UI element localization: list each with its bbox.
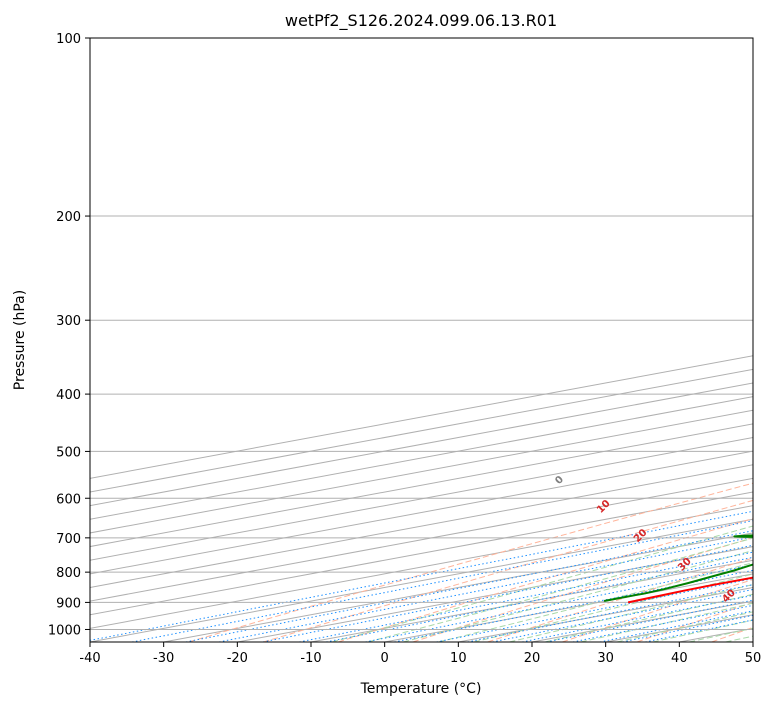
y-tick-label: 600 [56,492,81,507]
isotherm-line [90,436,753,561]
plot-frame [89,37,754,643]
y-axis-label: Pressure (hPa) [12,290,28,390]
x-tick-label: -40 [79,651,100,666]
mixing-ratio-line [90,510,753,641]
y-tick-label: 800 [56,566,81,581]
moist-adiabat-line [509,584,753,642]
mixing-ratio-line [218,536,753,642]
y-tick-label: 300 [56,314,81,329]
isotherm-line [163,532,753,642]
dry-adiabat-line [263,499,753,642]
mixing-ratio-line [262,544,753,642]
x-tick-label: 30 [597,651,614,666]
moist-adiabat-line [438,562,753,642]
y-tick-label: 200 [56,210,81,225]
x-tick-label: 20 [524,651,541,666]
isotherm-line [90,505,753,629]
pressure-grid [90,38,753,630]
y-tick-label: 500 [56,445,81,460]
x-axis-label: Temperature (°C) [360,681,482,697]
isotherm-line [90,423,753,548]
dry-adiabat-line [487,557,753,642]
x-tick-label: 0 [381,651,389,666]
y-axis: 100 200 300 400 500 600 700 800 900 1000 [48,32,90,638]
isotherm-line [90,477,753,602]
isotherm-line [90,464,753,588]
x-tick-label: -10 [300,651,321,666]
dry-adiabat-line [188,482,753,642]
mixing-ratio-line [365,564,753,642]
x-axis: -40 -30 -20 -10 0 10 20 30 40 50 [79,642,761,666]
y-tick-label: 1000 [48,623,81,638]
mixing-ratio-line [185,530,753,642]
y-tick-label: 700 [56,532,81,547]
x-tick-label: -20 [227,651,248,666]
y-tick-label: 400 [56,388,81,403]
mixing-ratio-line [622,614,753,642]
moist-adiabat-line [331,525,753,642]
y-tick-label: 900 [56,596,81,611]
chart-title: wetPf2_S126.2024.099.06.13.R01 [285,11,557,31]
x-tick-label: 50 [745,651,762,666]
mixing-ratio-line [299,551,753,642]
isotherm-line [90,491,753,616]
dry-adiabat-line [412,537,753,642]
x-tick-label: 10 [450,651,467,666]
isotherm-line [90,450,753,575]
x-tick-label: -30 [153,651,174,666]
moist-adiabat-line [403,550,753,642]
y-tick-label: 100 [56,32,81,47]
mixing-ratio-line [326,556,753,642]
isotherm-line [90,518,753,642]
x-tick-label: 40 [671,651,688,666]
background-lines [90,355,753,642]
